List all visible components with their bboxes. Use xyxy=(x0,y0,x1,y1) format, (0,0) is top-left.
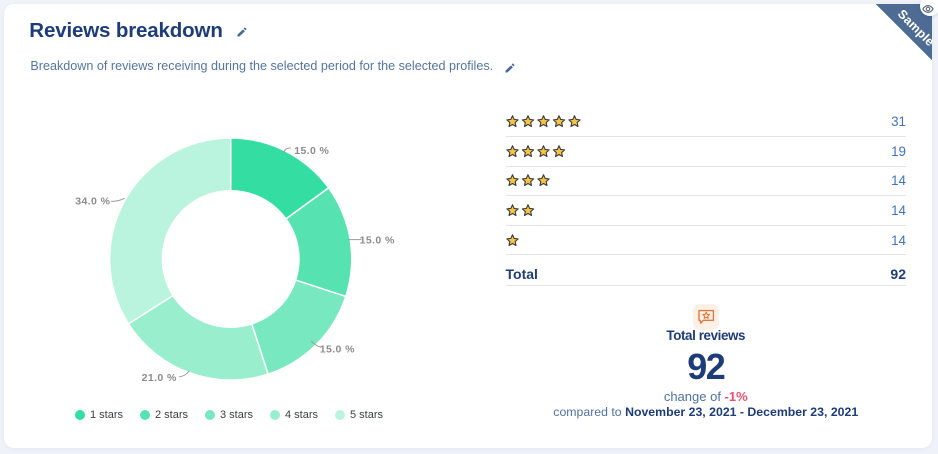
svg-text:34.0 %: 34.0 % xyxy=(75,196,110,208)
svg-text:15.0 %: 15.0 % xyxy=(320,343,355,355)
svg-text:15.0 %: 15.0 % xyxy=(294,145,329,157)
svg-text:15.0 %: 15.0 % xyxy=(360,235,395,247)
svg-text:21.0 %: 21.0 % xyxy=(142,372,177,384)
